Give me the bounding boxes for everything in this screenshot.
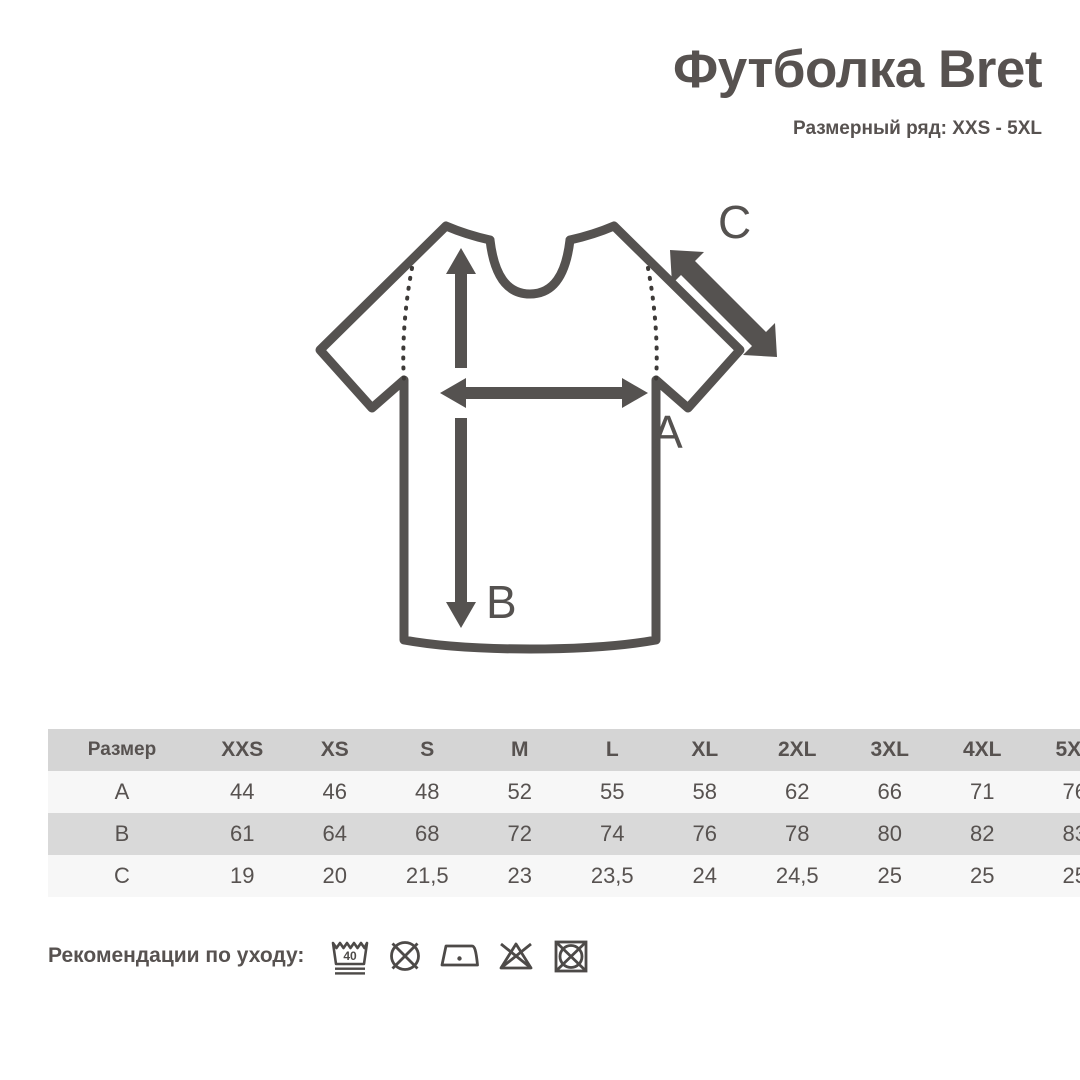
measurement-arrow-shoulder bbox=[446, 248, 476, 368]
column-header-4xl: 4XL bbox=[962, 738, 1002, 761]
svg-text:40: 40 bbox=[344, 949, 358, 963]
care-instructions: Рекомендации по уходу: 40 bbox=[48, 934, 592, 978]
cell-b-xxs: 61 bbox=[230, 821, 255, 846]
row-label-a: A bbox=[114, 779, 130, 804]
cell-a-4xl: 71 bbox=[970, 779, 995, 804]
do-not-dry-clean-icon bbox=[390, 941, 421, 971]
care-icon-list: 40 bbox=[328, 934, 592, 978]
do-not-tumble-dry-icon bbox=[554, 940, 588, 973]
row-label-c: C bbox=[114, 863, 130, 888]
cell-c-2xl: 24,5 bbox=[775, 863, 819, 888]
cell-a-m: 52 bbox=[507, 779, 532, 804]
cell-c-xl: 24 bbox=[692, 863, 717, 888]
cell-b-4xl: 82 bbox=[970, 821, 995, 846]
sleeve-seam-dotted-line bbox=[401, 266, 659, 382]
column-header-5xl: 5XL bbox=[1055, 738, 1080, 761]
table-row: C 19 20 21,5 23 23,5 24 24,5 25 25 25 bbox=[48, 855, 1080, 897]
header: Футболка Bret Размерный ряд: XXS - 5XL bbox=[672, 40, 1043, 140]
row-label-b: B bbox=[114, 821, 130, 846]
column-header-l: L bbox=[605, 738, 619, 761]
cell-c-4xl: 25 bbox=[970, 863, 995, 888]
cell-a-xxs: 44 bbox=[230, 779, 255, 804]
cell-b-xl: 76 bbox=[692, 821, 717, 846]
cell-c-xxs: 19 bbox=[230, 863, 255, 888]
tshirt-outline-icon bbox=[315, 221, 745, 654]
cell-b-m: 72 bbox=[507, 821, 532, 846]
cell-b-2xl: 78 bbox=[785, 821, 810, 846]
column-header-s: S bbox=[420, 738, 435, 761]
wash-40-delicate-icon: 40 bbox=[332, 941, 369, 975]
measurement-arrow-b bbox=[446, 418, 476, 628]
cell-c-m: 23 bbox=[507, 863, 532, 888]
measurement-label-b: B bbox=[486, 576, 517, 628]
cell-a-3xl: 66 bbox=[877, 779, 902, 804]
table-header-row: Размер XXS XS S M L XL 2XL 3XL 4XL 5XL bbox=[48, 729, 1080, 771]
page-subtitle: Размерный ряд: XXS - 5XL bbox=[793, 117, 1042, 139]
page-title: Футболка Bret bbox=[672, 40, 1043, 99]
column-header-m: M bbox=[511, 738, 529, 761]
tshirt-measurement-diagram: A B C bbox=[300, 190, 800, 680]
column-header-3xl: 3XL bbox=[870, 738, 909, 761]
column-header-xs: XS bbox=[320, 738, 349, 761]
column-header-size: Размер bbox=[87, 739, 157, 760]
size-table: Размер XXS XS S M L XL 2XL 3XL 4XL 5XL A… bbox=[48, 729, 1080, 897]
iron-low-one-dot-icon bbox=[440, 944, 480, 967]
table-row: B 61 64 68 72 74 76 78 80 82 83 bbox=[48, 813, 1080, 855]
cell-a-xs: 46 bbox=[322, 779, 347, 804]
measurement-label-c: C bbox=[718, 196, 751, 248]
cell-a-5xl: 76 bbox=[1062, 779, 1080, 804]
cell-a-xl: 58 bbox=[692, 779, 717, 804]
column-header-2xl: 2XL bbox=[777, 738, 817, 761]
cell-a-s: 48 bbox=[415, 779, 440, 804]
measurement-label-a: A bbox=[652, 406, 683, 458]
column-header-xxs: XXS bbox=[221, 738, 264, 761]
cell-c-5xl: 25 bbox=[1062, 863, 1080, 888]
care-label: Рекомендации по уходу: bbox=[48, 944, 305, 967]
measurement-arrow-c bbox=[670, 250, 777, 357]
cell-b-xs: 64 bbox=[322, 821, 347, 846]
cell-c-s: 21,5 bbox=[405, 863, 449, 888]
cell-b-l: 74 bbox=[600, 821, 625, 846]
measurement-arrow-a bbox=[440, 378, 648, 408]
cell-b-5xl: 83 bbox=[1062, 821, 1080, 846]
cell-b-s: 68 bbox=[415, 821, 440, 846]
do-not-bleach-icon bbox=[499, 942, 533, 970]
column-header-xl: XL bbox=[691, 738, 719, 761]
cell-c-xs: 20 bbox=[322, 863, 347, 888]
cell-c-l: 23,5 bbox=[590, 863, 634, 888]
cell-c-3xl: 25 bbox=[877, 863, 902, 888]
table-row: A 44 46 48 52 55 58 62 66 71 76 bbox=[48, 771, 1080, 813]
cell-a-l: 55 bbox=[600, 779, 625, 804]
cell-a-2xl: 62 bbox=[785, 779, 810, 804]
cell-b-3xl: 80 bbox=[877, 821, 902, 846]
